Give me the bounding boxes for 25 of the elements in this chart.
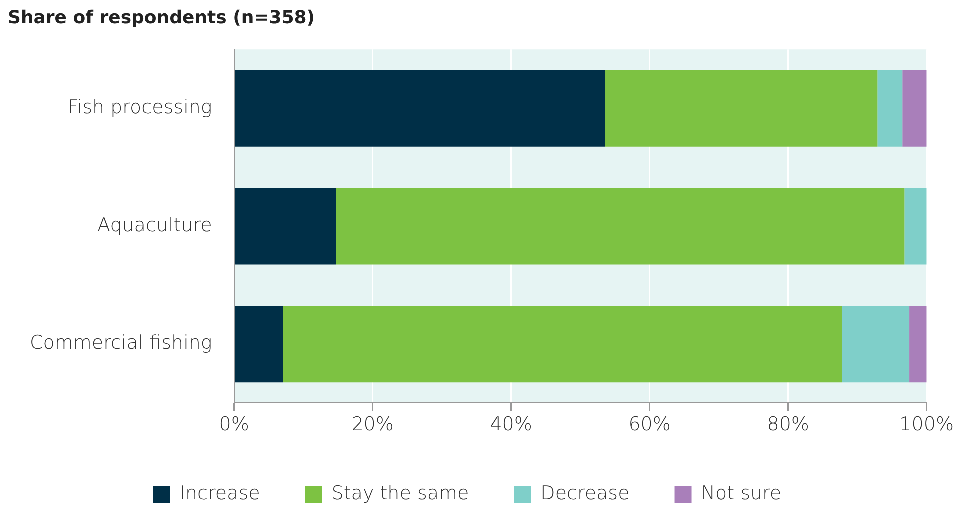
legend-label: Increase (180, 482, 260, 504)
x-tick-label: 40% (490, 414, 532, 436)
x-tick-label: 20% (352, 414, 394, 436)
y-tick-label: Fish processing (68, 96, 212, 118)
bar (235, 306, 284, 383)
bar (606, 70, 878, 147)
bar (904, 188, 927, 265)
legend-label: Stay the same (332, 482, 470, 504)
bar (235, 70, 606, 147)
legend-label: Not sure (701, 482, 782, 504)
x-tick-label: 100% (900, 414, 954, 436)
bar (842, 306, 910, 383)
bar (910, 306, 927, 383)
legend-label: Decrease (540, 482, 630, 504)
x-tick-label: 60% (628, 414, 671, 436)
x-tick-label: 80% (767, 414, 810, 436)
bar (235, 188, 336, 265)
bar (902, 70, 927, 147)
bar (336, 188, 905, 265)
x-tick-label: 0% (219, 414, 250, 436)
chart-title: Share of respondents (n=358) (8, 7, 316, 28)
bar (878, 70, 903, 147)
y-tick-label: Aquaculture (98, 214, 212, 236)
y-tick-label: Commercial fishing (30, 332, 212, 354)
bar (283, 306, 842, 383)
